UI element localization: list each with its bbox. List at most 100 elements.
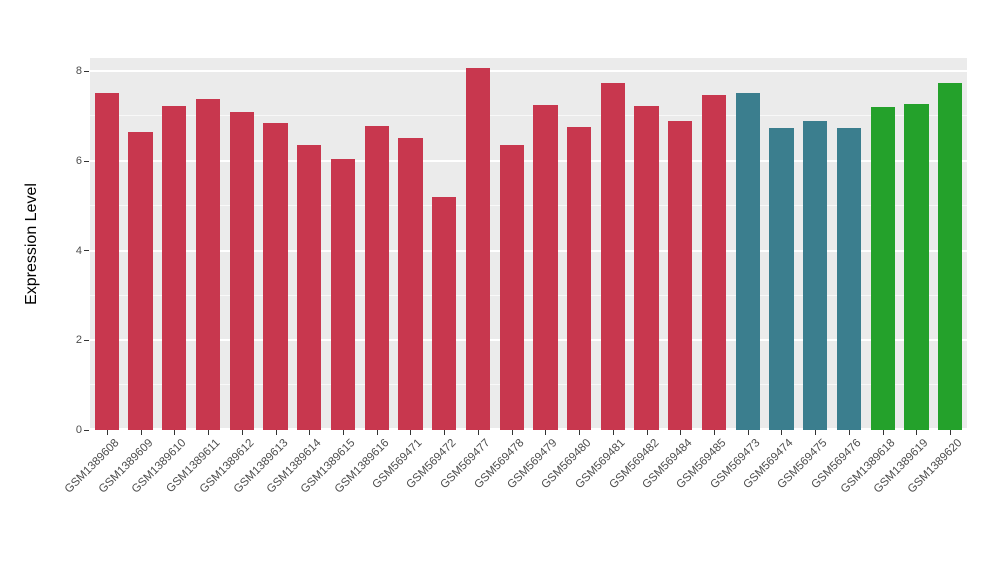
x-tick-mark xyxy=(444,430,446,435)
bar-slot xyxy=(832,58,866,430)
gridline-major xyxy=(90,428,967,430)
x-tick-mark xyxy=(950,430,952,435)
bar-GSM569473 xyxy=(735,93,760,430)
y-tick-mark xyxy=(84,70,89,72)
bar-GSM1389618 xyxy=(870,107,895,430)
bar-GSM1389613 xyxy=(263,123,288,430)
bars-container xyxy=(90,58,967,430)
bar-GSM1389616 xyxy=(364,126,389,430)
y-tick-mark xyxy=(84,339,89,341)
y-tick-mark xyxy=(84,160,89,162)
bar-GSM569477 xyxy=(465,68,491,430)
bar-slot xyxy=(292,58,326,430)
x-tick-mark xyxy=(140,430,142,435)
gridline-minor xyxy=(90,115,967,117)
x-tick-mark xyxy=(376,430,378,435)
bar-slot xyxy=(798,58,832,430)
bar-GSM569472 xyxy=(432,196,457,430)
bar-GSM1389614 xyxy=(297,144,322,430)
bar-GSM569478 xyxy=(499,144,524,430)
bar-slot xyxy=(259,58,293,430)
gridline-minor xyxy=(90,384,967,386)
x-tick-mark xyxy=(882,430,884,435)
x-tick-mark xyxy=(714,430,716,435)
x-tick-mark xyxy=(309,430,311,435)
y-axis-title: Expression Level xyxy=(23,183,40,305)
bar-GSM569475 xyxy=(803,120,828,430)
bar-GSM1389615 xyxy=(330,158,356,430)
x-tick-mark xyxy=(747,430,749,435)
x-tick-mark xyxy=(174,430,176,435)
x-tick-mark xyxy=(612,430,614,435)
bar-GSM569476 xyxy=(836,127,862,430)
gridline-major xyxy=(90,160,967,163)
bar-slot xyxy=(529,58,563,430)
bar-GSM569479 xyxy=(533,105,558,430)
y-tick-mark xyxy=(84,250,89,252)
y-tick-label: 6 xyxy=(75,155,82,168)
bar-GSM569474 xyxy=(769,128,794,430)
bar-slot xyxy=(394,58,428,430)
bar-slot xyxy=(225,58,259,430)
bar-GSM1389619 xyxy=(904,104,929,430)
bar-GSM569481 xyxy=(600,83,626,430)
x-tick-mark xyxy=(275,430,277,435)
y-tick-mark xyxy=(84,429,89,431)
x-tick-mark xyxy=(579,430,581,435)
bar-slot xyxy=(663,58,697,430)
bar-slot xyxy=(360,58,394,430)
bar-GSM1389611 xyxy=(195,99,221,430)
bar-GSM1389608 xyxy=(94,92,119,430)
bar-slot xyxy=(731,58,765,430)
x-tick-mark xyxy=(342,430,344,435)
bar-slot xyxy=(90,58,124,430)
x-tick-mark xyxy=(680,430,682,435)
y-tick-label: 4 xyxy=(75,244,82,257)
bar-slot xyxy=(765,58,799,430)
bar-GSM569480 xyxy=(567,127,592,430)
bar-slot xyxy=(596,58,630,430)
bar-GSM569482 xyxy=(634,105,659,430)
bar-slot xyxy=(157,58,191,430)
bar-slot xyxy=(562,58,596,430)
gridline-major xyxy=(90,339,967,342)
x-tick-mark xyxy=(646,430,648,435)
bar-GSM1389610 xyxy=(162,105,187,430)
x-tick-mark xyxy=(815,430,817,435)
x-tick-mark xyxy=(781,430,783,435)
gridline-minor xyxy=(90,294,967,296)
bar-slot xyxy=(124,58,158,430)
bar-slot xyxy=(495,58,529,430)
bar-GSM569484 xyxy=(668,120,693,430)
y-tick-label: 8 xyxy=(75,65,82,78)
bar-slot xyxy=(461,58,495,430)
x-tick-mark xyxy=(410,430,412,435)
bar-slot xyxy=(630,58,664,430)
x-tick-mark xyxy=(511,430,513,435)
bar-slot xyxy=(427,58,461,430)
x-tick-mark xyxy=(477,430,479,435)
y-tick-label: 0 xyxy=(75,424,82,436)
bar-slot xyxy=(697,58,731,430)
bar-slot xyxy=(933,58,967,430)
x-tick-mark xyxy=(106,430,108,435)
gridline-major xyxy=(90,70,967,73)
x-tick-mark xyxy=(545,430,547,435)
x-tick-mark xyxy=(208,430,210,435)
bar-slot xyxy=(191,58,225,430)
bar-slot xyxy=(866,58,900,430)
plot-panel xyxy=(90,58,967,430)
gridline-minor xyxy=(90,204,967,206)
x-tick-mark xyxy=(848,430,850,435)
bar-GSM1389609 xyxy=(128,131,153,430)
bar-GSM1389612 xyxy=(229,111,254,430)
bar-GSM569471 xyxy=(398,137,423,430)
x-tick-mark xyxy=(241,430,243,435)
y-tick-label: 2 xyxy=(75,334,82,347)
gridline-major xyxy=(90,249,967,252)
bar-GSM569485 xyxy=(701,94,727,430)
x-tick-mark xyxy=(916,430,918,435)
bar-slot xyxy=(900,58,934,430)
bar-slot xyxy=(326,58,360,430)
